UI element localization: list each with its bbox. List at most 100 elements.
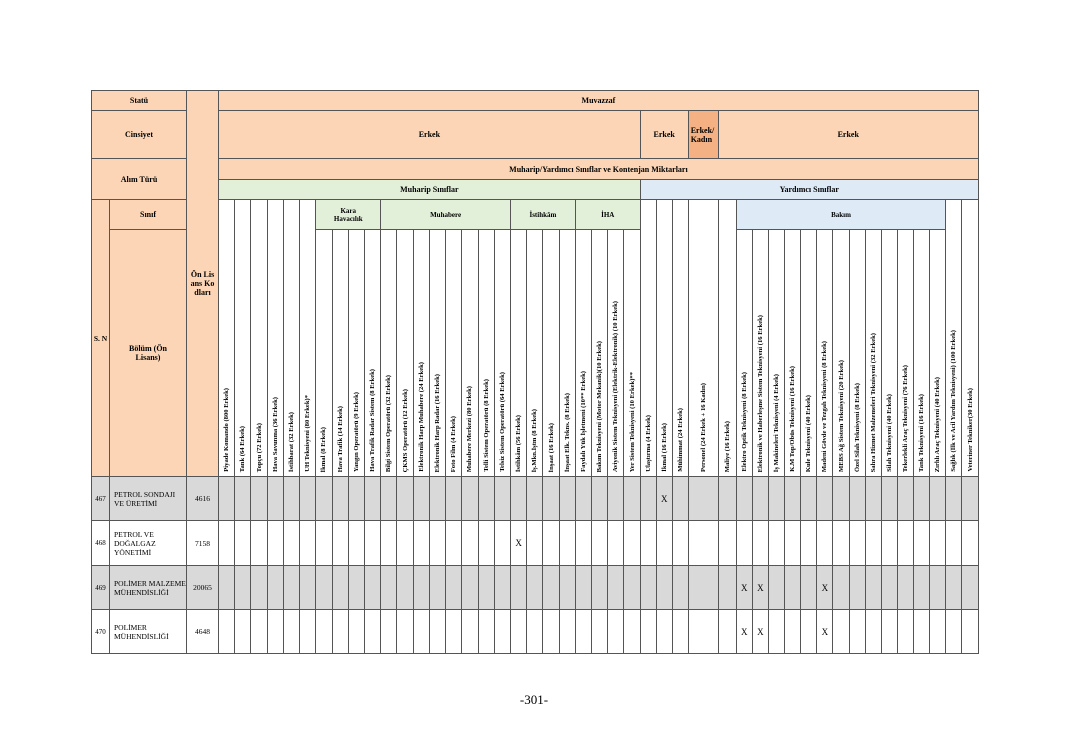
cell (347, 520, 365, 566)
column-header: Topçu (72 Erkek) (250, 199, 268, 477)
column-header: Yer Sistem Teknisyeni (10 Erkek)** (623, 229, 641, 477)
group-header: İHA (574, 199, 641, 230)
cell (848, 565, 866, 610)
column-label: Elektronik ve Haberleşme Sistem Teknisye… (756, 314, 764, 472)
column-label: UH Teknisyeni (80 Erkek)* (304, 395, 312, 472)
cell (234, 565, 252, 610)
cell (299, 476, 317, 521)
cell (591, 565, 609, 610)
cell (623, 476, 641, 521)
cell (218, 609, 236, 654)
cell: X (735, 565, 753, 610)
column-header: Elektro Optik Teknisyeni (8 Erkek) (735, 229, 753, 477)
cell (591, 609, 609, 654)
cell (913, 565, 931, 610)
column-header: K.M Top/Obüs Teknisyeni (16 Erkek) (784, 229, 802, 477)
cell (800, 520, 818, 566)
cell (574, 609, 593, 654)
column-label: K.M Top/Obüs Teknisyeni (16 Erkek) (789, 366, 797, 472)
cell (282, 609, 301, 654)
cell (717, 476, 737, 521)
column-label: Hava Trafik (14 Erkek) (336, 405, 344, 472)
header-cell: Erkek (639, 110, 689, 159)
cell (493, 565, 511, 610)
group-header: Bakım (735, 199, 947, 230)
cell (880, 565, 898, 610)
cell (493, 520, 511, 566)
cell (428, 476, 447, 521)
cell (864, 565, 882, 610)
cell (445, 609, 463, 654)
column-label: Ulaştırma (4 Erkek) (644, 415, 652, 472)
data-row: 467 PETROL SONDAJI VE ÜRETİMİ 4616 X (91, 476, 979, 521)
cell (639, 609, 657, 654)
cell (687, 565, 719, 610)
cell (396, 476, 414, 521)
cell (331, 476, 349, 521)
column-label: İnşaat Elk. Tekns. (8 Erkek) (563, 392, 571, 472)
column-header: İş Makineleri Teknisyeni (4 Erkek) (767, 229, 786, 477)
cell (218, 476, 236, 521)
cell (282, 476, 301, 521)
cell (509, 476, 528, 521)
cell (655, 565, 673, 610)
cell (880, 609, 898, 654)
column-label: Sahra Hizmet Malzemeleri Teknisyeni (32 … (869, 332, 877, 472)
cell (493, 476, 511, 521)
cell (250, 565, 268, 610)
cell (331, 565, 349, 610)
cell (526, 609, 544, 654)
cell (266, 609, 284, 654)
cell (687, 609, 719, 654)
cell (380, 520, 398, 566)
column-label: Muhabere Merkezi (80 Erkek) (466, 385, 474, 472)
cell (299, 609, 317, 654)
column-label: Mühimmat (24 Erkek) (676, 408, 684, 472)
column-header: Yangın Operatörü (9 Erkek) (347, 229, 365, 477)
cell (687, 520, 719, 566)
cell (542, 565, 560, 610)
cell: X (735, 609, 753, 654)
cell (428, 565, 447, 610)
cell: 469 (91, 565, 110, 610)
cell (331, 609, 349, 654)
column-header: ÇKMS Operatörü (12 Erkek) (396, 229, 414, 477)
column-label: İş.Mkn.İştm (8 Erkek) (531, 408, 539, 472)
cell (509, 565, 528, 610)
cell (880, 520, 898, 566)
cell (542, 609, 560, 654)
cell (832, 476, 850, 521)
column-label: MEBS Ağ Sistem Teknisyeni (20 Erkek) (837, 360, 845, 472)
header-cell: Erkek (717, 110, 979, 159)
column-label: Yangın Operatörü (9 Erkek) (352, 391, 360, 472)
cell (639, 520, 657, 566)
column-header: Maliye (16 Erkek) (717, 199, 737, 477)
column-label: ÇKMS Operatörü (12 Erkek) (401, 388, 409, 472)
header-cell: Cinsiyet (90, 110, 188, 159)
cell (250, 609, 268, 654)
cell (558, 520, 576, 566)
group-header: Kara Havacılık (315, 199, 382, 230)
cell (607, 476, 625, 521)
cell (655, 609, 673, 654)
cell (526, 476, 544, 521)
cell (380, 609, 398, 654)
cell (574, 565, 593, 610)
header-cell: Yardımcı Sınıflar (639, 179, 979, 200)
column-header: Ulaştırma (4 Erkek) (639, 199, 657, 477)
cell (945, 520, 963, 566)
row: Statü Ön Lisans Kodları Muvazzaf (90, 90, 979, 477)
column-header: Piyade Komando (800 Erkek) (218, 199, 236, 477)
cell (864, 476, 882, 521)
cell (639, 476, 657, 521)
cell (767, 609, 786, 654)
cell (461, 476, 479, 521)
cell (380, 565, 398, 610)
cell (347, 565, 365, 610)
column-header: Bilgi Sistem Operatörü (32 Erkek) (380, 229, 398, 477)
column-label: Telsiz Sistem Operatörü (64 Erkek) (498, 372, 506, 472)
column-label: Piyade Komando (800 Erkek) (223, 388, 231, 472)
cell (266, 476, 284, 521)
column-header: Tank Teknisyeni (16 Erkek) (913, 229, 931, 477)
